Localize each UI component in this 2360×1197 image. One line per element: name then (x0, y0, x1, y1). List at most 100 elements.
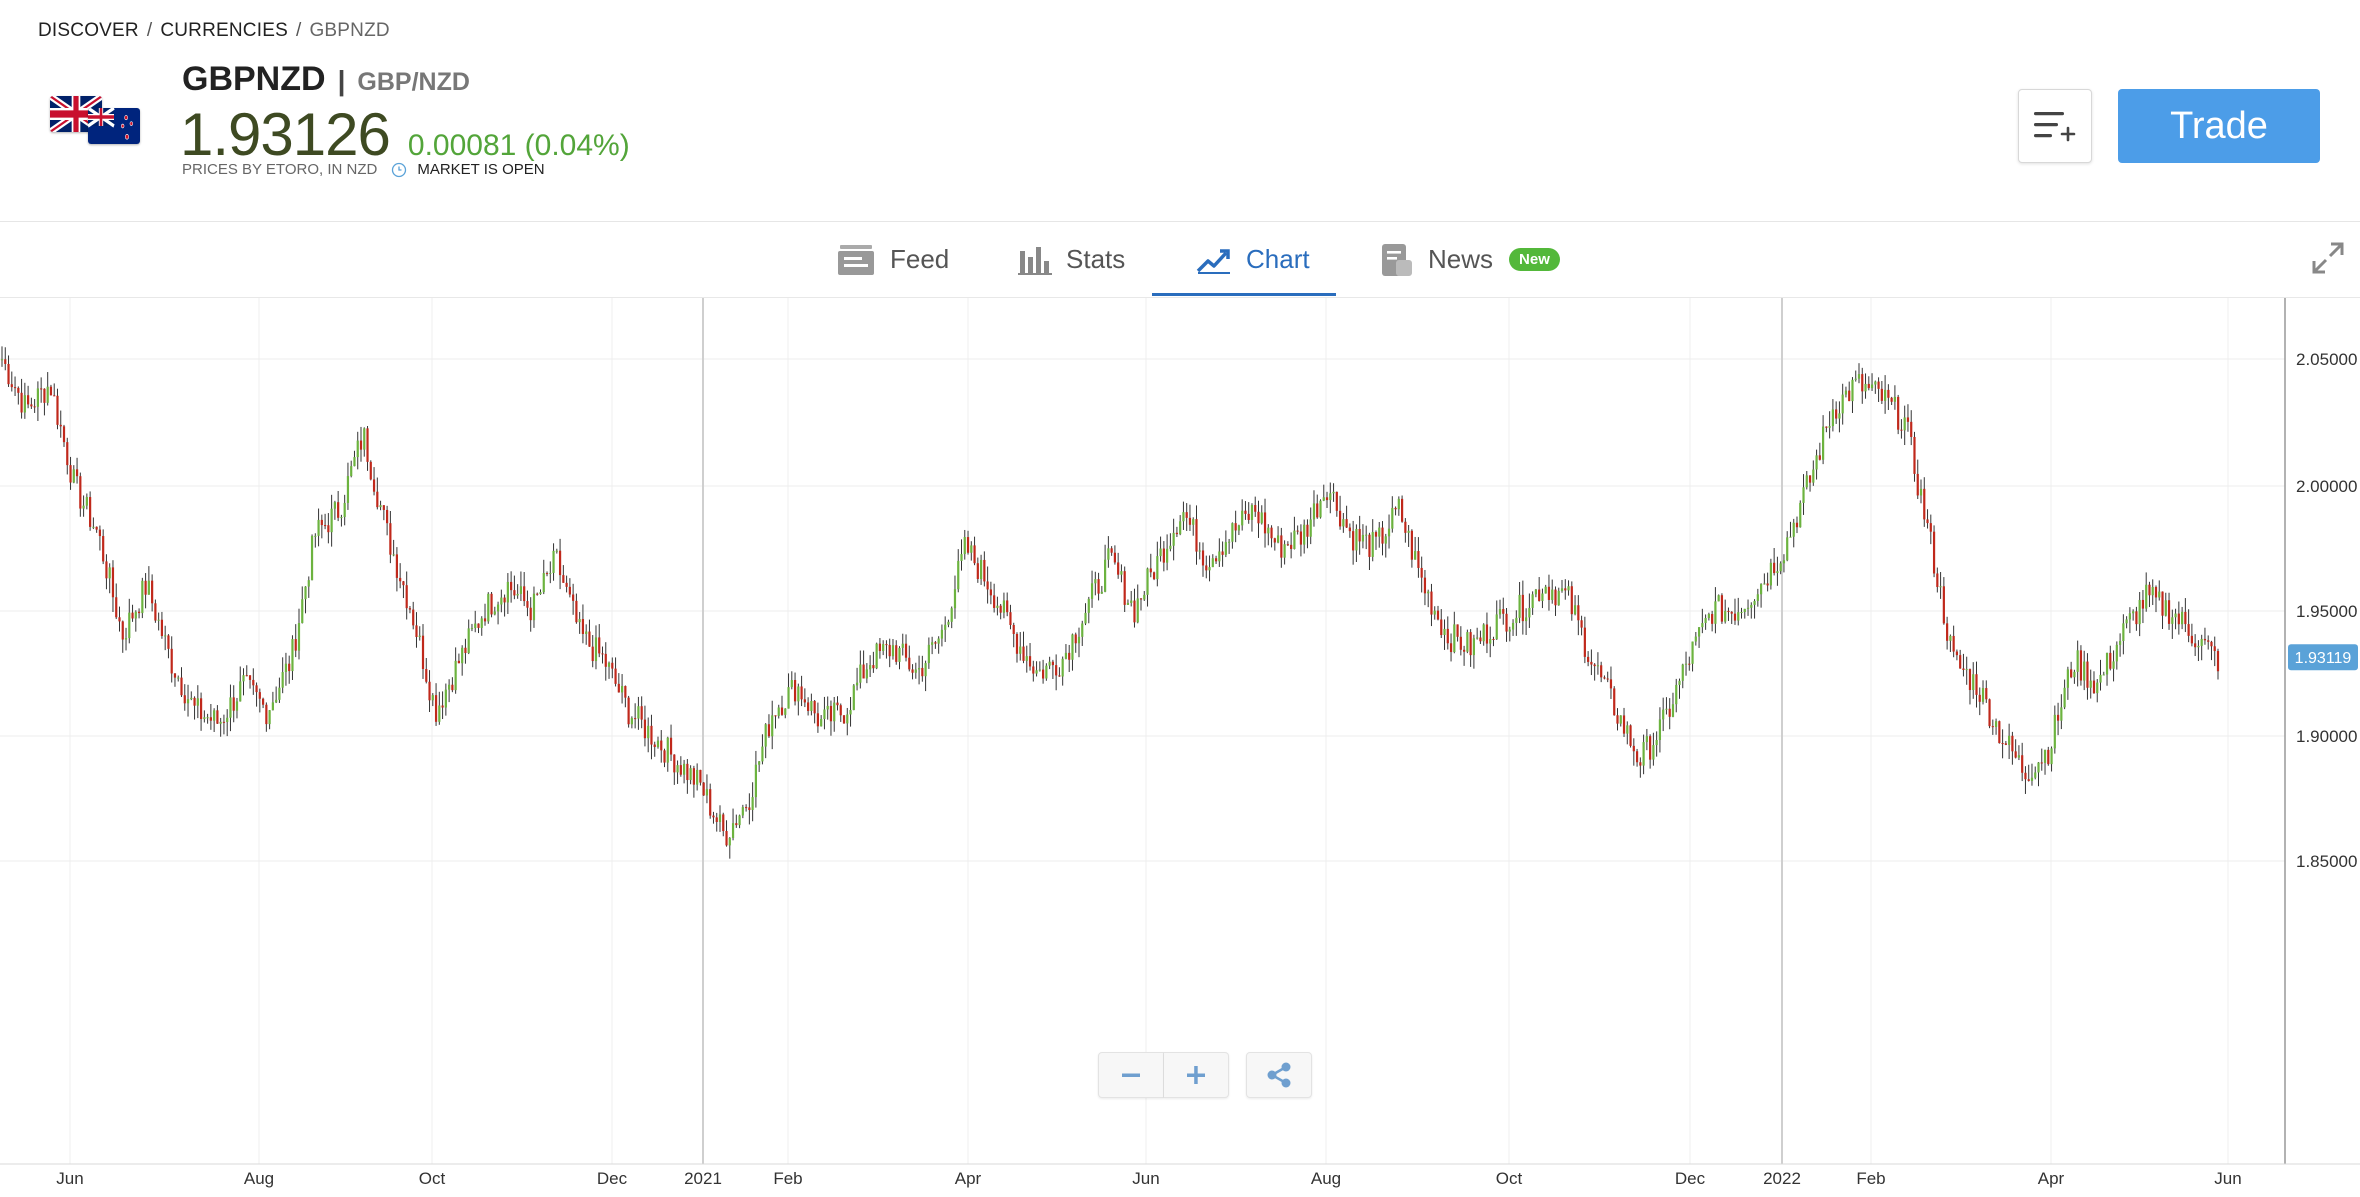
candle (160, 611, 164, 639)
candle (1459, 626, 1462, 656)
candle (1492, 636, 1495, 647)
x-tick-label: Jun (1132, 1169, 1159, 1188)
candle (1247, 502, 1250, 524)
candle (1750, 602, 1753, 619)
candle (402, 580, 405, 599)
candle (1769, 558, 1772, 590)
price-meta: PRICES BY ETORO, IN NZD MARKET IS OPEN (182, 161, 545, 178)
candle (983, 551, 986, 587)
tab-chart[interactable]: Chart (1196, 222, 1310, 297)
candle (578, 611, 581, 634)
x-tick-label: 2021 (684, 1169, 722, 1188)
candle (1609, 666, 1613, 699)
candle (2203, 627, 2207, 645)
breadcrumb-discover[interactable]: DISCOVER (38, 20, 139, 41)
candle (536, 592, 539, 596)
breadcrumb-currencies[interactable]: CURRENCIES (160, 20, 288, 41)
candle (79, 472, 82, 517)
candle (1531, 591, 1534, 615)
candle (741, 804, 744, 819)
candle (1697, 627, 1701, 648)
tab-stats[interactable]: Stats (1018, 222, 1125, 297)
candle (979, 554, 983, 585)
clock-icon (391, 162, 407, 178)
candle (1968, 668, 1972, 705)
candle (186, 684, 190, 717)
candle (1224, 530, 1227, 558)
candle (1201, 542, 1205, 577)
y-tick-label: 1.90000 (2296, 727, 2357, 746)
x-tick-label: Aug (1311, 1169, 1341, 1188)
candle (1045, 663, 1048, 681)
candle (1064, 644, 1068, 660)
candle (1854, 370, 1857, 382)
candle (1113, 545, 1116, 565)
candle (1658, 707, 1662, 753)
candle (1645, 728, 1648, 751)
tab-feed[interactable]: Feed (836, 222, 949, 297)
candle (1387, 514, 1391, 549)
candle (1332, 483, 1335, 502)
zoom-controls (1098, 1052, 1229, 1098)
candle (1107, 536, 1110, 568)
candle (1035, 661, 1038, 677)
candle (1159, 536, 1162, 562)
candle (239, 666, 242, 702)
title-divider: | (337, 65, 346, 96)
candle (1250, 503, 1254, 532)
candle (1701, 608, 1704, 634)
tab-feed-label: Feed (890, 244, 950, 274)
candle (2158, 580, 2161, 601)
candle (281, 657, 284, 694)
candle (1808, 475, 1812, 492)
candle (1622, 707, 1626, 737)
fullscreen-button[interactable] (2310, 240, 2346, 276)
candle (1260, 505, 1263, 525)
price-chart[interactable]: 2.05000 2.00000 1.95000 1.90000 1.85000 1.931… (0, 298, 2360, 1192)
candle (1211, 554, 1214, 568)
candle (203, 710, 206, 723)
candle (568, 578, 571, 598)
candle (199, 692, 203, 731)
candle (1848, 381, 1851, 402)
candle (1169, 533, 1172, 552)
candle (500, 589, 503, 613)
candle (1038, 661, 1041, 672)
candle (102, 529, 105, 565)
candle (2132, 609, 2135, 621)
candle (1361, 524, 1365, 549)
candle (310, 534, 314, 581)
candle (1789, 521, 1792, 538)
trade-button[interactable]: Trade (2118, 89, 2320, 163)
candle (343, 494, 346, 526)
candle (1068, 644, 1071, 672)
candle (128, 598, 131, 644)
candle (477, 623, 480, 634)
candle (4, 347, 7, 371)
share-chart-button[interactable] (1246, 1052, 1312, 1098)
candlestick-chart[interactable]: 2.05000 2.00000 1.95000 1.90000 1.85000 1.931… (0, 298, 2360, 1192)
candle (111, 560, 115, 613)
candle (1642, 734, 1645, 775)
candle (562, 565, 565, 583)
candle (2184, 598, 2187, 633)
candle (1002, 592, 1006, 619)
candle (660, 730, 663, 763)
add-to-watchlist-button[interactable] (2018, 89, 2092, 163)
candle (1812, 460, 1815, 486)
tab-news[interactable]: News New (1380, 222, 1560, 297)
candle (2092, 671, 2096, 694)
zoom-out-button[interactable] (1098, 1052, 1164, 1098)
candle (888, 638, 891, 668)
candle (989, 581, 992, 605)
candle (483, 603, 487, 626)
minus-icon (1122, 1073, 1140, 1077)
candle (75, 457, 79, 484)
candle (268, 709, 271, 730)
candle (2207, 635, 2210, 650)
candle (1959, 649, 1962, 669)
candle (637, 696, 640, 730)
candle (1368, 532, 1371, 571)
tab-chart-label: Chart (1246, 244, 1310, 274)
zoom-in-button[interactable] (1164, 1052, 1229, 1098)
